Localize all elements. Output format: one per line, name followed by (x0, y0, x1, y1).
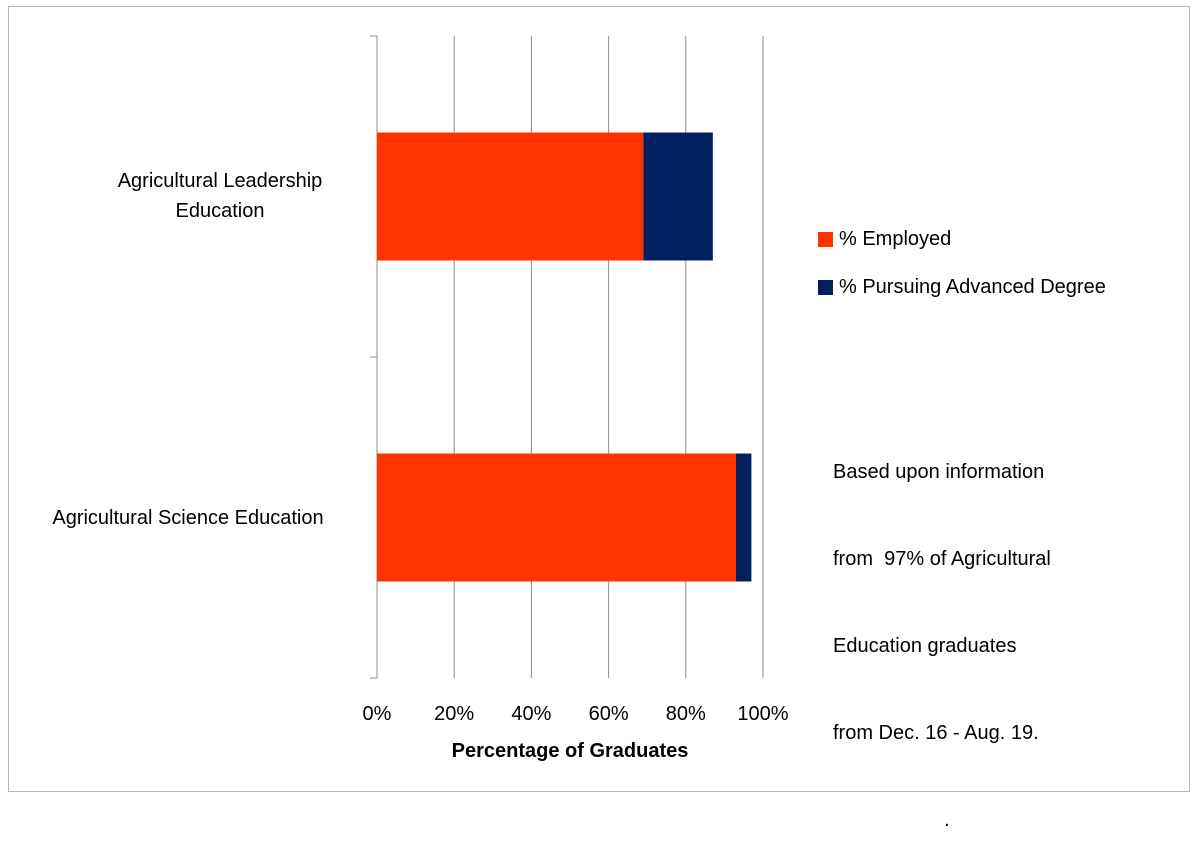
chart-frame (8, 6, 1190, 792)
source-note-line: Education graduates (833, 635, 1017, 657)
x-tick-label: 60% (588, 703, 629, 725)
legend-item-advanced-degree: % Pursuing Advanced Degree (818, 275, 1106, 299)
bar-advanced-degree-0 (643, 132, 713, 261)
category-label-line: Education (175, 200, 265, 222)
source-note: Based upon information from 97% of Agric… (833, 400, 1051, 864)
legend-label: % Pursuing Advanced Degree (839, 275, 1106, 298)
category-label-agricultural-leadership-education: Agricultural Leadership Education (70, 166, 370, 226)
bar-employed-0 (377, 132, 644, 261)
legend-swatch-employed (818, 231, 833, 247)
bar-advanced-degree-1 (735, 453, 752, 582)
category-label-agricultural-science-education: Agricultural Science Education (16, 503, 360, 533)
x-tick-label: 20% (434, 703, 475, 725)
legend-swatch-advanced-degree (818, 279, 833, 295)
bar-employed-1 (377, 453, 736, 582)
chart-plot (370, 35, 764, 679)
x-tick-label: 0% (362, 703, 392, 725)
source-note-line: from Dec. 16 - Aug. 19. (833, 722, 1039, 744)
x-axis-title: Percentage of Graduates (451, 740, 689, 762)
x-tick-label: 100% (737, 703, 789, 725)
source-note-line: Based upon information (833, 461, 1045, 483)
source-note-line: from 97% of Agricultural (833, 548, 1051, 570)
legend-item-employed: % Employed (818, 227, 1106, 251)
legend: % Employed % Pursuing Advanced Degree (818, 227, 1106, 323)
category-label-line: Agricultural Science Education (52, 507, 324, 529)
legend-label: % Employed (839, 227, 952, 250)
source-note-line: . (833, 809, 950, 831)
category-label-line: Agricultural Leadership (117, 170, 323, 192)
x-tick-label: 80% (665, 703, 706, 725)
x-tick-label: 40% (511, 703, 552, 725)
